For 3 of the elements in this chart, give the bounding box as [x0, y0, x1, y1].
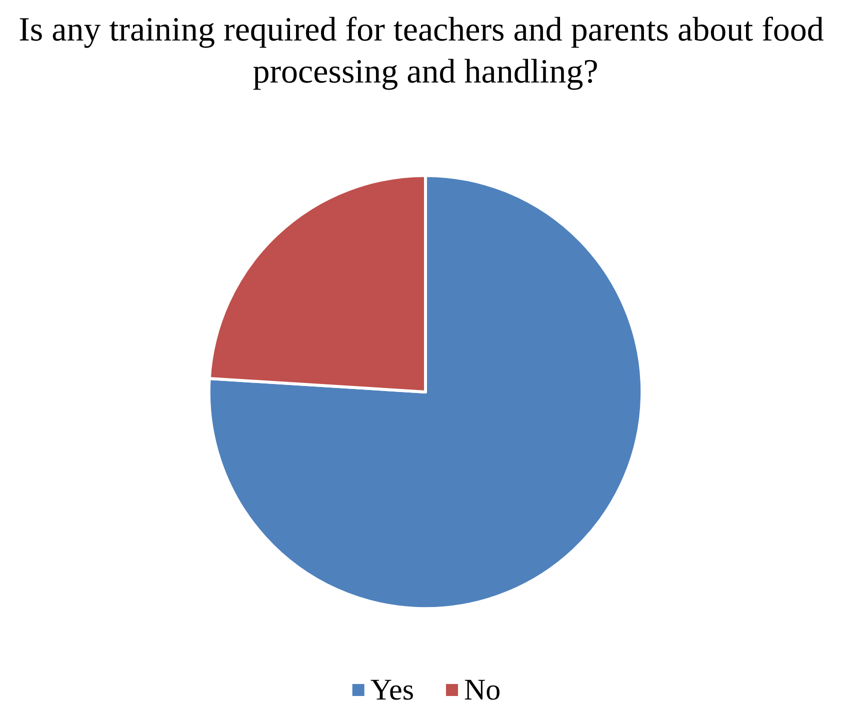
chart-title: Is any training required for teachers and parents about food processing and handling? [18, 12, 832, 90]
legend-label: Yes [370, 674, 414, 706]
legend-label: No [464, 674, 501, 706]
